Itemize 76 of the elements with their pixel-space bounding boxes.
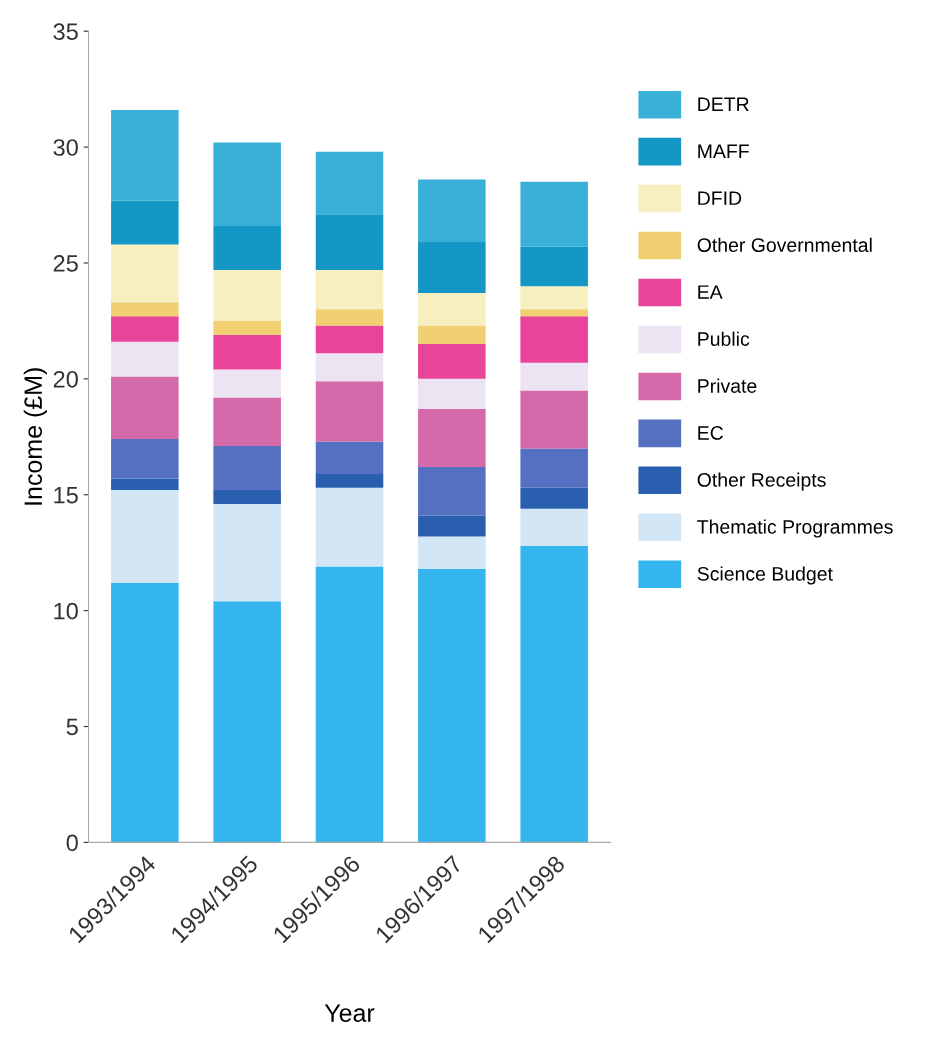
- legend-label: MAFF: [698, 144, 749, 158]
- bar: [111, 490, 179, 583]
- bar: [315, 325, 384, 354]
- legend-label: Other Receipts: [697, 472, 826, 491]
- bar: [111, 200, 179, 245]
- bar: [520, 362, 588, 391]
- bar: [418, 293, 486, 326]
- y-tick-label: 10: [54, 602, 78, 620]
- bar: [111, 582, 179, 843]
- bar: [520, 181, 588, 247]
- bar: [111, 439, 179, 479]
- y-tick-label: 20: [53, 370, 78, 388]
- bar: [315, 441, 384, 474]
- y-tick-label: 30: [53, 139, 78, 156]
- bar: [111, 110, 179, 201]
- bar: [111, 244, 179, 303]
- bar: [520, 286, 588, 310]
- bar: [213, 269, 281, 321]
- legend-label: EA: [698, 285, 723, 299]
- bar: [418, 515, 486, 537]
- bar: [520, 316, 588, 363]
- bar: [418, 344, 486, 379]
- bar: [111, 341, 179, 377]
- bar: [315, 353, 384, 382]
- bar: [418, 325, 486, 345]
- bar: [418, 536, 486, 569]
- bar: [213, 490, 281, 505]
- bar: [213, 369, 281, 398]
- bar: [111, 316, 179, 342]
- bar: [520, 448, 588, 488]
- legend-label: Science Budget: [697, 566, 833, 585]
- legend-label: Private: [698, 378, 757, 393]
- bar: [418, 466, 486, 516]
- bar: [213, 320, 281, 335]
- bar: [520, 246, 588, 287]
- bar: [213, 142, 281, 226]
- bar: [418, 179, 486, 243]
- bar: [418, 568, 486, 843]
- bar: [213, 397, 281, 447]
- bar: [315, 151, 384, 215]
- y-tick-label: 35: [53, 23, 78, 40]
- x-axis-title: Year: [324, 1004, 375, 1022]
- bar: [111, 478, 179, 491]
- y-axis-title: Income (£M): [23, 368, 47, 505]
- bar: [418, 408, 486, 467]
- bar: [315, 566, 384, 843]
- bar: [315, 487, 384, 567]
- bar: [315, 214, 384, 270]
- legend-label: Public: [698, 331, 750, 346]
- bar: [520, 508, 588, 546]
- legend-label: Other Governmental: [697, 237, 872, 252]
- y-tick-label: 5: [66, 718, 78, 736]
- bar: [418, 242, 486, 294]
- legend-label: EC: [698, 426, 723, 440]
- bar: [520, 487, 588, 509]
- bar: [213, 504, 281, 602]
- y-tick-label: 25: [53, 255, 78, 272]
- legend-label: DFID: [698, 191, 742, 205]
- bar: [315, 269, 384, 310]
- legend-label: Thematic Programmes: [697, 519, 893, 538]
- y-tick-label: 0: [66, 834, 78, 852]
- bar: [520, 309, 588, 317]
- bar: [213, 334, 281, 370]
- bar: [520, 545, 588, 843]
- legend-label: DETR: [698, 97, 749, 111]
- bar: [315, 309, 384, 326]
- bar: [520, 390, 588, 449]
- bar: [213, 601, 281, 843]
- bar: [315, 381, 384, 442]
- bar: [111, 376, 179, 440]
- bar: [418, 378, 486, 409]
- y-tick-label: 15: [54, 487, 78, 504]
- bar: [315, 473, 384, 488]
- bar: [111, 302, 179, 317]
- bar: [213, 225, 281, 270]
- bar: [213, 446, 281, 491]
